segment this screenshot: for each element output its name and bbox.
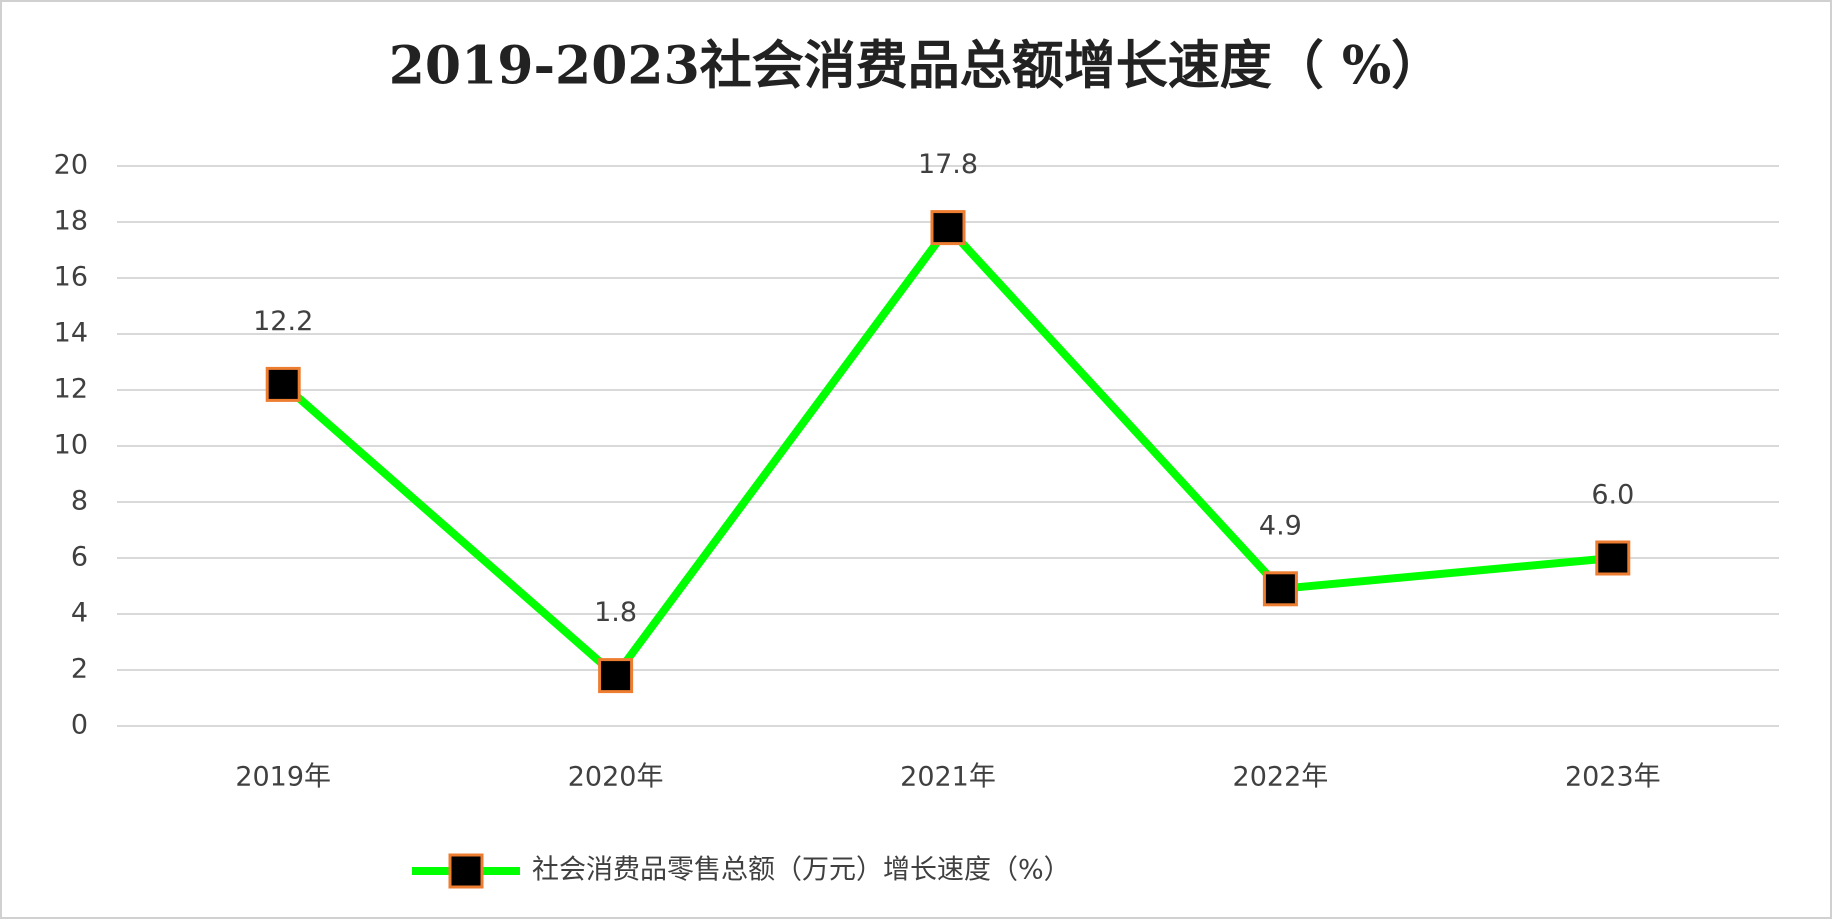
point xyxy=(1595,540,1631,576)
data-label: 17.8 xyxy=(918,149,978,180)
y-tick-label: 14 xyxy=(54,318,88,349)
y-tick-label: 0 xyxy=(71,710,88,741)
point xyxy=(1262,571,1298,607)
point xyxy=(265,366,301,402)
x-tick-label: 2020年 xyxy=(568,762,664,793)
data-label: 6.0 xyxy=(1591,480,1634,511)
y-tick-label: 12 xyxy=(54,374,88,405)
y-tick-label: 20 xyxy=(54,150,88,181)
x-tick-label: 2019年 xyxy=(235,762,331,793)
y-tick-label: 16 xyxy=(54,262,88,293)
y-tick-label: 18 xyxy=(54,206,88,237)
x-tick-label: 2022年 xyxy=(1233,762,1329,793)
x-tick-label: 2021年 xyxy=(900,762,996,793)
y-tick-label: 10 xyxy=(54,430,88,461)
legend-label: 社会消费品零售总额（万元）增长速度（%） xyxy=(532,855,1071,886)
y-tick-label: 2 xyxy=(71,654,88,685)
data-label: 1.8 xyxy=(594,597,637,628)
point xyxy=(930,210,966,246)
y-tick-label: 6 xyxy=(71,542,88,573)
legend-marker xyxy=(448,853,484,889)
data-label: 12.2 xyxy=(253,306,313,337)
y-tick-label: 4 xyxy=(71,598,88,629)
chart-title: 2019-2023社会消费品总额增长速度（ %） xyxy=(389,36,1444,97)
y-tick-label: 8 xyxy=(71,486,88,517)
data-label: 4.9 xyxy=(1259,510,1302,541)
x-tick-label: 2023年 xyxy=(1565,762,1661,793)
point xyxy=(598,658,634,694)
